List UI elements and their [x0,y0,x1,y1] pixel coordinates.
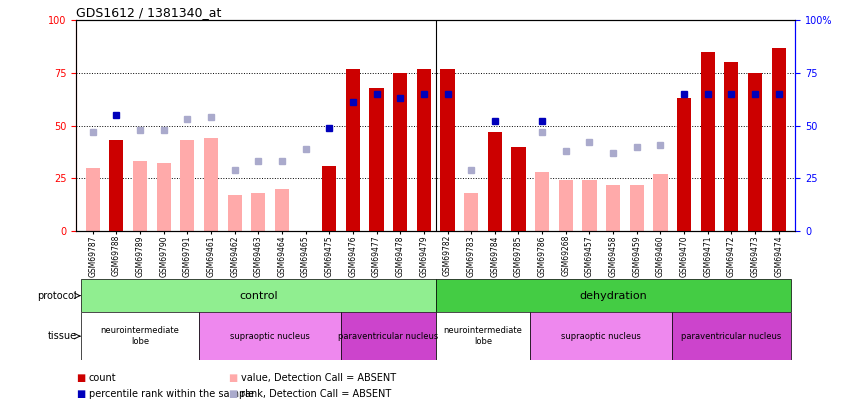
Text: ■: ■ [228,389,238,399]
Bar [511,147,525,231]
Bar [81,279,436,312]
Text: paraventricular nucleus: paraventricular nucleus [338,332,438,341]
Bar [700,52,715,231]
Bar [346,69,360,231]
Bar [530,312,673,360]
Bar [370,87,383,231]
Bar [772,48,786,231]
Bar [157,164,171,231]
Text: ■: ■ [228,373,238,383]
Text: tissue: tissue [47,331,77,341]
Bar [441,69,454,231]
Text: ■: ■ [76,373,85,383]
Text: supraoptic nucleus: supraoptic nucleus [562,332,641,341]
Text: neurointermediate
lobe: neurointermediate lobe [101,326,179,346]
Bar [677,98,691,231]
Bar [748,73,762,231]
Bar [228,195,242,231]
Bar [535,172,549,231]
Text: GDS1612 / 1381340_at: GDS1612 / 1381340_at [76,6,222,19]
Bar [341,312,436,360]
Text: percentile rank within the sample: percentile rank within the sample [89,389,254,399]
Bar [606,185,620,231]
Bar [436,279,790,312]
Bar [417,69,431,231]
Bar [199,312,341,360]
Bar [724,62,739,231]
Bar [251,193,266,231]
Bar [204,138,218,231]
Bar [85,168,100,231]
Text: control: control [239,291,277,301]
Bar [629,185,644,231]
Bar [488,132,502,231]
Text: rank, Detection Call = ABSENT: rank, Detection Call = ABSENT [241,389,392,399]
Bar [464,193,478,231]
Text: count: count [89,373,117,383]
Bar [436,312,530,360]
Text: supraoptic nucleus: supraoptic nucleus [230,332,310,341]
Bar [81,312,199,360]
Text: ■: ■ [76,389,85,399]
Text: value, Detection Call = ABSENT: value, Detection Call = ABSENT [241,373,396,383]
Text: dehydration: dehydration [580,291,647,301]
Bar [180,140,195,231]
Bar [275,189,289,231]
Bar [511,168,525,231]
Bar [582,180,596,231]
Bar [322,166,337,231]
Text: protocol: protocol [37,291,77,301]
Bar [393,73,407,231]
Text: neurointermediate
lobe: neurointermediate lobe [443,326,523,346]
Bar [653,174,667,231]
Text: paraventricular nucleus: paraventricular nucleus [681,332,782,341]
Bar [133,161,147,231]
Bar [558,180,573,231]
Bar [109,140,124,231]
Bar [673,312,790,360]
